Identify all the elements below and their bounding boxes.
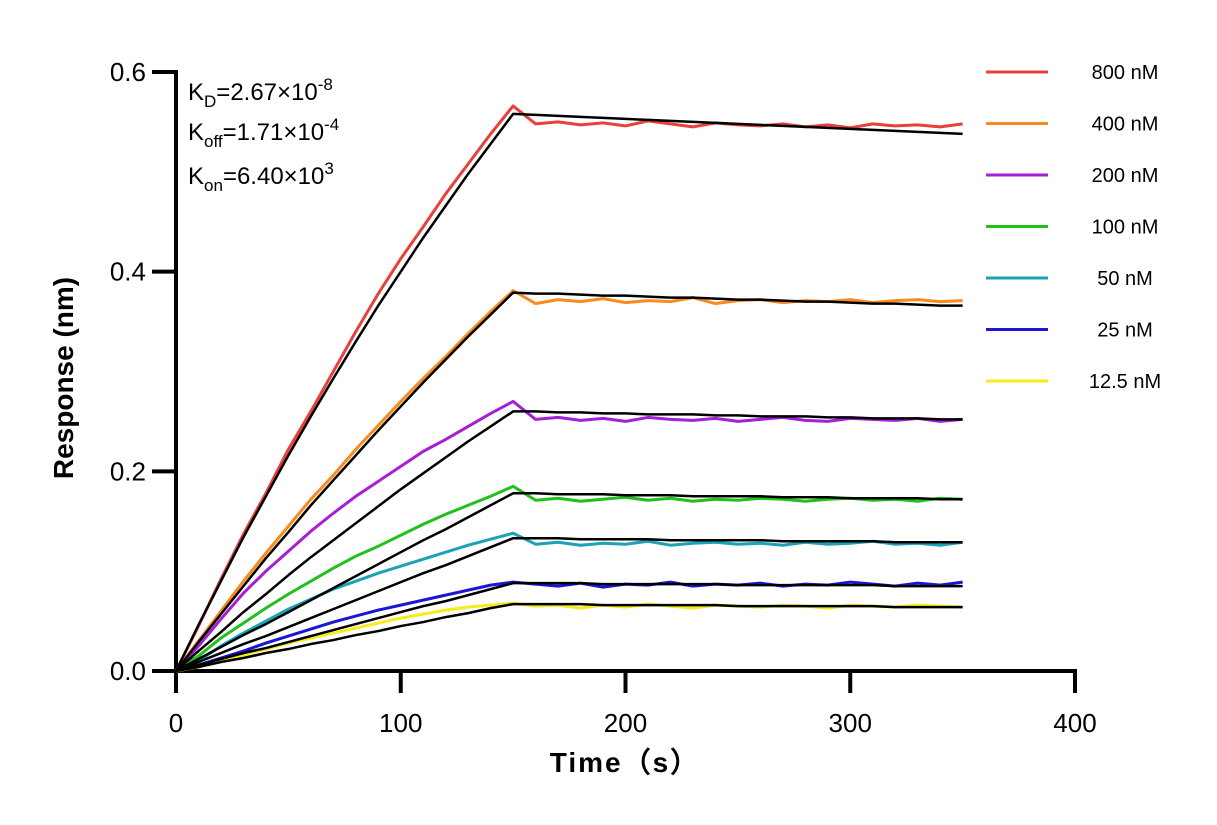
data-line bbox=[175, 484, 963, 673]
annotation-symbol: K bbox=[188, 119, 204, 146]
annotation: Kon=6.40×103 bbox=[188, 159, 334, 195]
x-tick-label: 300 bbox=[829, 708, 872, 738]
legend-label: 400 nM bbox=[1092, 114, 1159, 136]
fit-line bbox=[175, 291, 963, 672]
annotation-superscript: 3 bbox=[324, 159, 333, 178]
legend-label: 800 nM bbox=[1092, 62, 1159, 84]
annotation: KD=2.67×10-8 bbox=[188, 75, 333, 111]
x-tick-label: 400 bbox=[1053, 708, 1096, 738]
annotation-superscript: -8 bbox=[318, 75, 333, 94]
annotation-superscript: -4 bbox=[324, 115, 339, 134]
legend-label: 200 nM bbox=[1092, 165, 1159, 187]
x-tick-label: 100 bbox=[379, 708, 422, 738]
legend-label: 12.5 nM bbox=[1089, 371, 1161, 393]
x-tick-label: 200 bbox=[604, 708, 647, 738]
fit-line bbox=[175, 410, 963, 672]
annotation-text: =6.40×10 bbox=[223, 163, 324, 190]
y-axis-label: Response (nm) bbox=[48, 277, 79, 479]
data-line bbox=[174, 104, 963, 672]
data-line bbox=[174, 289, 963, 672]
legend-label: 50 nM bbox=[1097, 268, 1153, 290]
y-tick-label: 0.0 bbox=[110, 656, 146, 686]
data-line bbox=[175, 601, 963, 673]
annotation-subscript: D bbox=[204, 92, 216, 111]
fit-line bbox=[175, 581, 963, 673]
annotation-subscript: off bbox=[204, 132, 223, 151]
y-tick-label: 0.6 bbox=[110, 57, 146, 87]
annotation-symbol: K bbox=[188, 79, 204, 106]
annotation-text: =2.67×10 bbox=[216, 79, 317, 106]
data-line bbox=[175, 580, 963, 673]
data-line bbox=[174, 399, 963, 673]
annotation-text: =1.71×10 bbox=[223, 119, 324, 146]
annotation: Koff=1.71×10-4 bbox=[188, 115, 339, 151]
x-tick-label: 0 bbox=[169, 708, 183, 738]
fit-line bbox=[174, 112, 963, 672]
y-tick-label: 0.4 bbox=[110, 257, 146, 287]
fit-line bbox=[175, 602, 963, 673]
annotation-symbol: K bbox=[188, 163, 204, 190]
legend-label: 25 nM bbox=[1097, 320, 1153, 342]
data-line bbox=[175, 531, 963, 673]
fit-line bbox=[175, 536, 963, 673]
fit-line bbox=[175, 492, 963, 673]
legend-label: 100 nM bbox=[1092, 217, 1159, 239]
x-axis-label: Time（s） bbox=[550, 746, 700, 778]
y-tick-label: 0.2 bbox=[110, 456, 146, 486]
annotation-subscript: on bbox=[204, 176, 223, 195]
